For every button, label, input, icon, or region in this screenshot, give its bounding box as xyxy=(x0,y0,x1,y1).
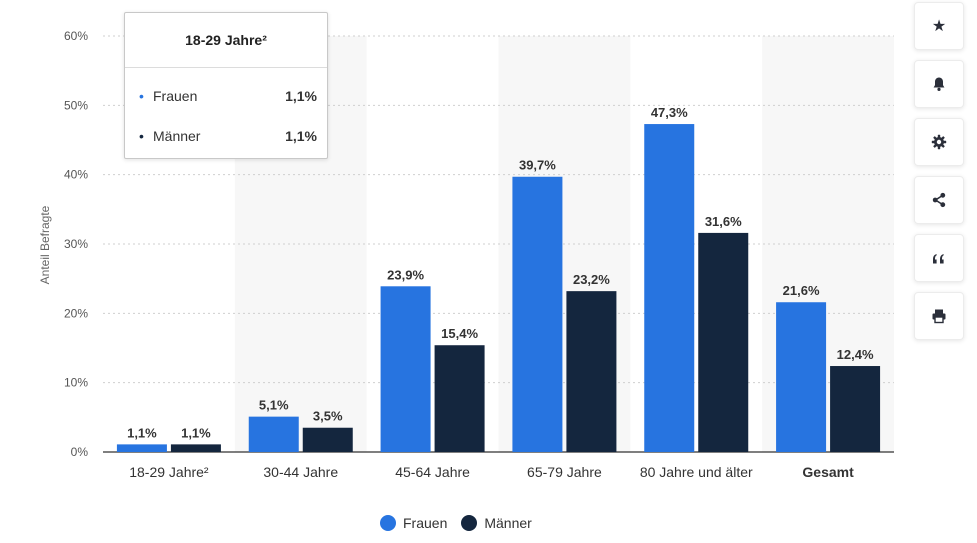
star-icon: ★ xyxy=(931,18,947,35)
y-tick-label: 40% xyxy=(64,168,88,182)
tooltip-label-maenner: Männer xyxy=(153,128,201,144)
legend-label-maenner: Männer xyxy=(484,515,532,531)
legend-swatch-maenner xyxy=(461,515,478,531)
y-tick-label: 0% xyxy=(71,445,89,459)
y-tick-label: 20% xyxy=(64,306,88,320)
y-tick-label: 10% xyxy=(64,376,88,390)
tooltip-label-frauen: Frauen xyxy=(153,88,198,104)
data-label: 12,4% xyxy=(837,347,874,362)
tooltip-value-maenner: 1,1% xyxy=(285,128,317,144)
tooltip-row-frauen: • Frauen 1,1% xyxy=(139,86,317,106)
data-label: 1,1% xyxy=(127,425,157,440)
bar-frauen-5[interactable] xyxy=(776,302,827,452)
x-tick-label: 30-44 Jahre xyxy=(263,464,338,480)
data-label: 23,9% xyxy=(387,267,424,282)
tooltip-row-maenner: • Männer 1,1% xyxy=(139,126,317,146)
y-axis-title: Anteil Befragte xyxy=(38,205,52,284)
legend-item-frauen[interactable]: Frauen xyxy=(380,515,447,531)
cite-button[interactable] xyxy=(914,234,964,282)
bar-frauen-1[interactable] xyxy=(248,416,299,452)
bar-maenner-4[interactable] xyxy=(698,232,749,452)
bookmark-button[interactable]: ★ xyxy=(914,2,964,50)
chart-tooltip: 18-29 Jahre² • Frauen 1,1% • Männer 1,1% xyxy=(124,12,328,159)
y-tick-label: 30% xyxy=(64,237,88,251)
bar-maenner-1[interactable] xyxy=(302,427,353,452)
x-tick-label: 45-64 Jahre xyxy=(395,464,470,480)
data-label: 1,1% xyxy=(181,425,211,440)
quote-icon xyxy=(933,254,944,264)
y-tick-label: 60% xyxy=(64,29,88,43)
print-button[interactable] xyxy=(914,292,964,340)
tooltip-value-frauen: 1,1% xyxy=(285,88,317,104)
data-label: 47,3% xyxy=(651,105,688,120)
tooltip-dot-frauen: • xyxy=(139,88,144,104)
print-icon xyxy=(932,309,946,324)
bar-maenner-2[interactable] xyxy=(434,345,485,452)
x-tick-label: 18-29 Jahre² xyxy=(129,464,209,480)
data-label: 5,1% xyxy=(259,398,289,413)
data-label: 31,6% xyxy=(705,214,742,229)
notification-button[interactable] xyxy=(914,60,964,108)
data-label: 23,2% xyxy=(573,272,610,287)
data-label: 21,6% xyxy=(783,283,820,298)
legend-swatch-frauen xyxy=(380,515,396,531)
legend-label-frauen: Frauen xyxy=(403,515,448,531)
x-tick-label: 65-79 Jahre xyxy=(527,464,602,480)
tooltip-dot-maenner: • xyxy=(139,128,144,144)
bell-icon xyxy=(933,77,945,91)
chart-legend: Frauen Männer xyxy=(380,512,546,534)
bar-maenner-3[interactable] xyxy=(566,291,617,452)
share-button[interactable] xyxy=(914,176,964,224)
bar-maenner-0[interactable] xyxy=(170,444,221,452)
y-tick-label: 50% xyxy=(64,98,88,112)
data-label: 39,7% xyxy=(519,158,556,173)
tooltip-title: 18-29 Jahre² xyxy=(125,13,327,68)
bar-maenner-5[interactable] xyxy=(830,366,881,452)
data-label: 15,4% xyxy=(441,326,478,341)
bar-frauen-2[interactable] xyxy=(380,286,431,452)
bar-frauen-3[interactable] xyxy=(512,176,563,452)
gear-icon xyxy=(931,134,947,150)
bar-frauen-4[interactable] xyxy=(644,124,695,452)
x-tick-label: 80 Jahre und älter xyxy=(640,464,753,480)
legend-item-maenner[interactable]: Männer xyxy=(461,515,532,531)
settings-button[interactable] xyxy=(914,118,964,166)
share-icon xyxy=(932,192,946,208)
bar-frauen-0[interactable] xyxy=(116,444,167,452)
data-label: 3,5% xyxy=(313,409,343,424)
x-tick-label: Gesamt xyxy=(802,464,854,480)
